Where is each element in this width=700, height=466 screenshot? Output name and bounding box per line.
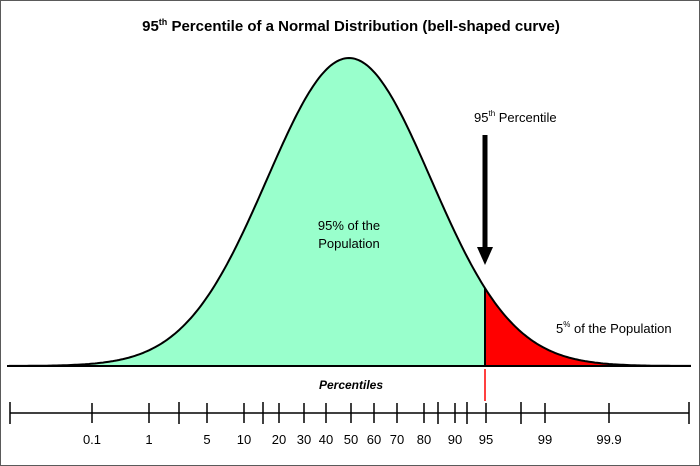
axis-tick-label-10: 10 — [237, 432, 251, 447]
axis-tick-label-60: 60 — [367, 432, 381, 447]
arrow-head — [477, 247, 493, 265]
axis-tick-label-95: 95 — [479, 432, 493, 447]
axis-tick-label-0-1: 0.1 — [83, 432, 101, 447]
percentile-label: 95th Percentile — [474, 109, 557, 125]
population-5-area — [485, 288, 691, 366]
axis-tick-label-90: 90 — [448, 432, 462, 447]
population-95-area — [9, 58, 485, 366]
bell-curve — [9, 56, 691, 367]
percentile-arrow — [477, 135, 493, 265]
axis-tick-label-30: 30 — [297, 432, 311, 447]
axis-title: Percentiles — [319, 378, 383, 392]
percentile-axis-ticks: 0.1 1 5 10 20 30 40 50 60 70 80 90 95 99 99.9 — [9, 402, 690, 447]
axis-tick-label-40: 40 — [319, 432, 333, 447]
axis-tick-label-70: 70 — [390, 432, 404, 447]
axis-tick-label-5: 5 — [203, 432, 210, 447]
right-area-label: 5% of the Population — [556, 320, 672, 336]
axis-tick-label-99: 99 — [538, 432, 552, 447]
axis-tick-label-20: 20 — [272, 432, 286, 447]
left-area-label-line2: Population — [318, 236, 379, 251]
axis-tick-label-1: 1 — [145, 432, 152, 447]
left-area-label-line1: 95% of the — [318, 218, 380, 233]
axis-tick-label-50: 50 — [344, 432, 358, 447]
axis-tick-label-80: 80 — [417, 432, 431, 447]
diagram-title: 95th Percentile of a Normal Distribution… — [142, 17, 560, 35]
axis-tick-label-99-9: 99.9 — [596, 432, 621, 447]
